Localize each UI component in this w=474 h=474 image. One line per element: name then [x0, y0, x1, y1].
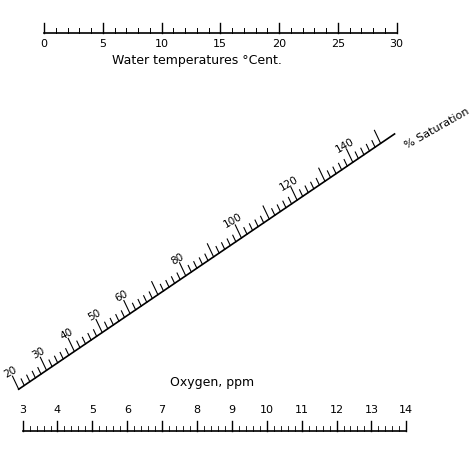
Text: Water temperatures °Cent.: Water temperatures °Cent. [112, 55, 282, 67]
Text: 13: 13 [365, 405, 378, 416]
Text: Oxygen, ppm: Oxygen, ppm [171, 376, 255, 389]
Text: 50: 50 [86, 308, 102, 323]
Text: 11: 11 [295, 405, 309, 416]
Text: 30: 30 [30, 346, 46, 361]
Text: 140: 140 [334, 136, 356, 155]
Text: 100: 100 [222, 212, 244, 230]
Text: 20: 20 [2, 365, 19, 380]
Text: 40: 40 [58, 327, 74, 342]
Text: 4: 4 [54, 405, 61, 416]
Text: 12: 12 [329, 405, 344, 416]
Text: 8: 8 [193, 405, 201, 416]
Text: 80: 80 [169, 251, 186, 266]
Text: 5: 5 [89, 405, 96, 416]
Text: 120: 120 [278, 174, 300, 192]
Text: % Saturation: % Saturation [403, 106, 471, 151]
Text: 10: 10 [155, 39, 169, 49]
Text: 14: 14 [399, 405, 413, 416]
Text: 30: 30 [390, 39, 403, 49]
Text: 20: 20 [272, 39, 286, 49]
Text: 10: 10 [260, 405, 274, 416]
Text: 25: 25 [331, 39, 345, 49]
Text: 60: 60 [114, 289, 130, 304]
Text: 7: 7 [159, 405, 166, 416]
Text: 5: 5 [100, 39, 106, 49]
Text: 15: 15 [213, 39, 228, 49]
Text: 6: 6 [124, 405, 131, 416]
Text: 0: 0 [41, 39, 48, 49]
Text: 3: 3 [19, 405, 26, 416]
Text: 9: 9 [228, 405, 236, 416]
